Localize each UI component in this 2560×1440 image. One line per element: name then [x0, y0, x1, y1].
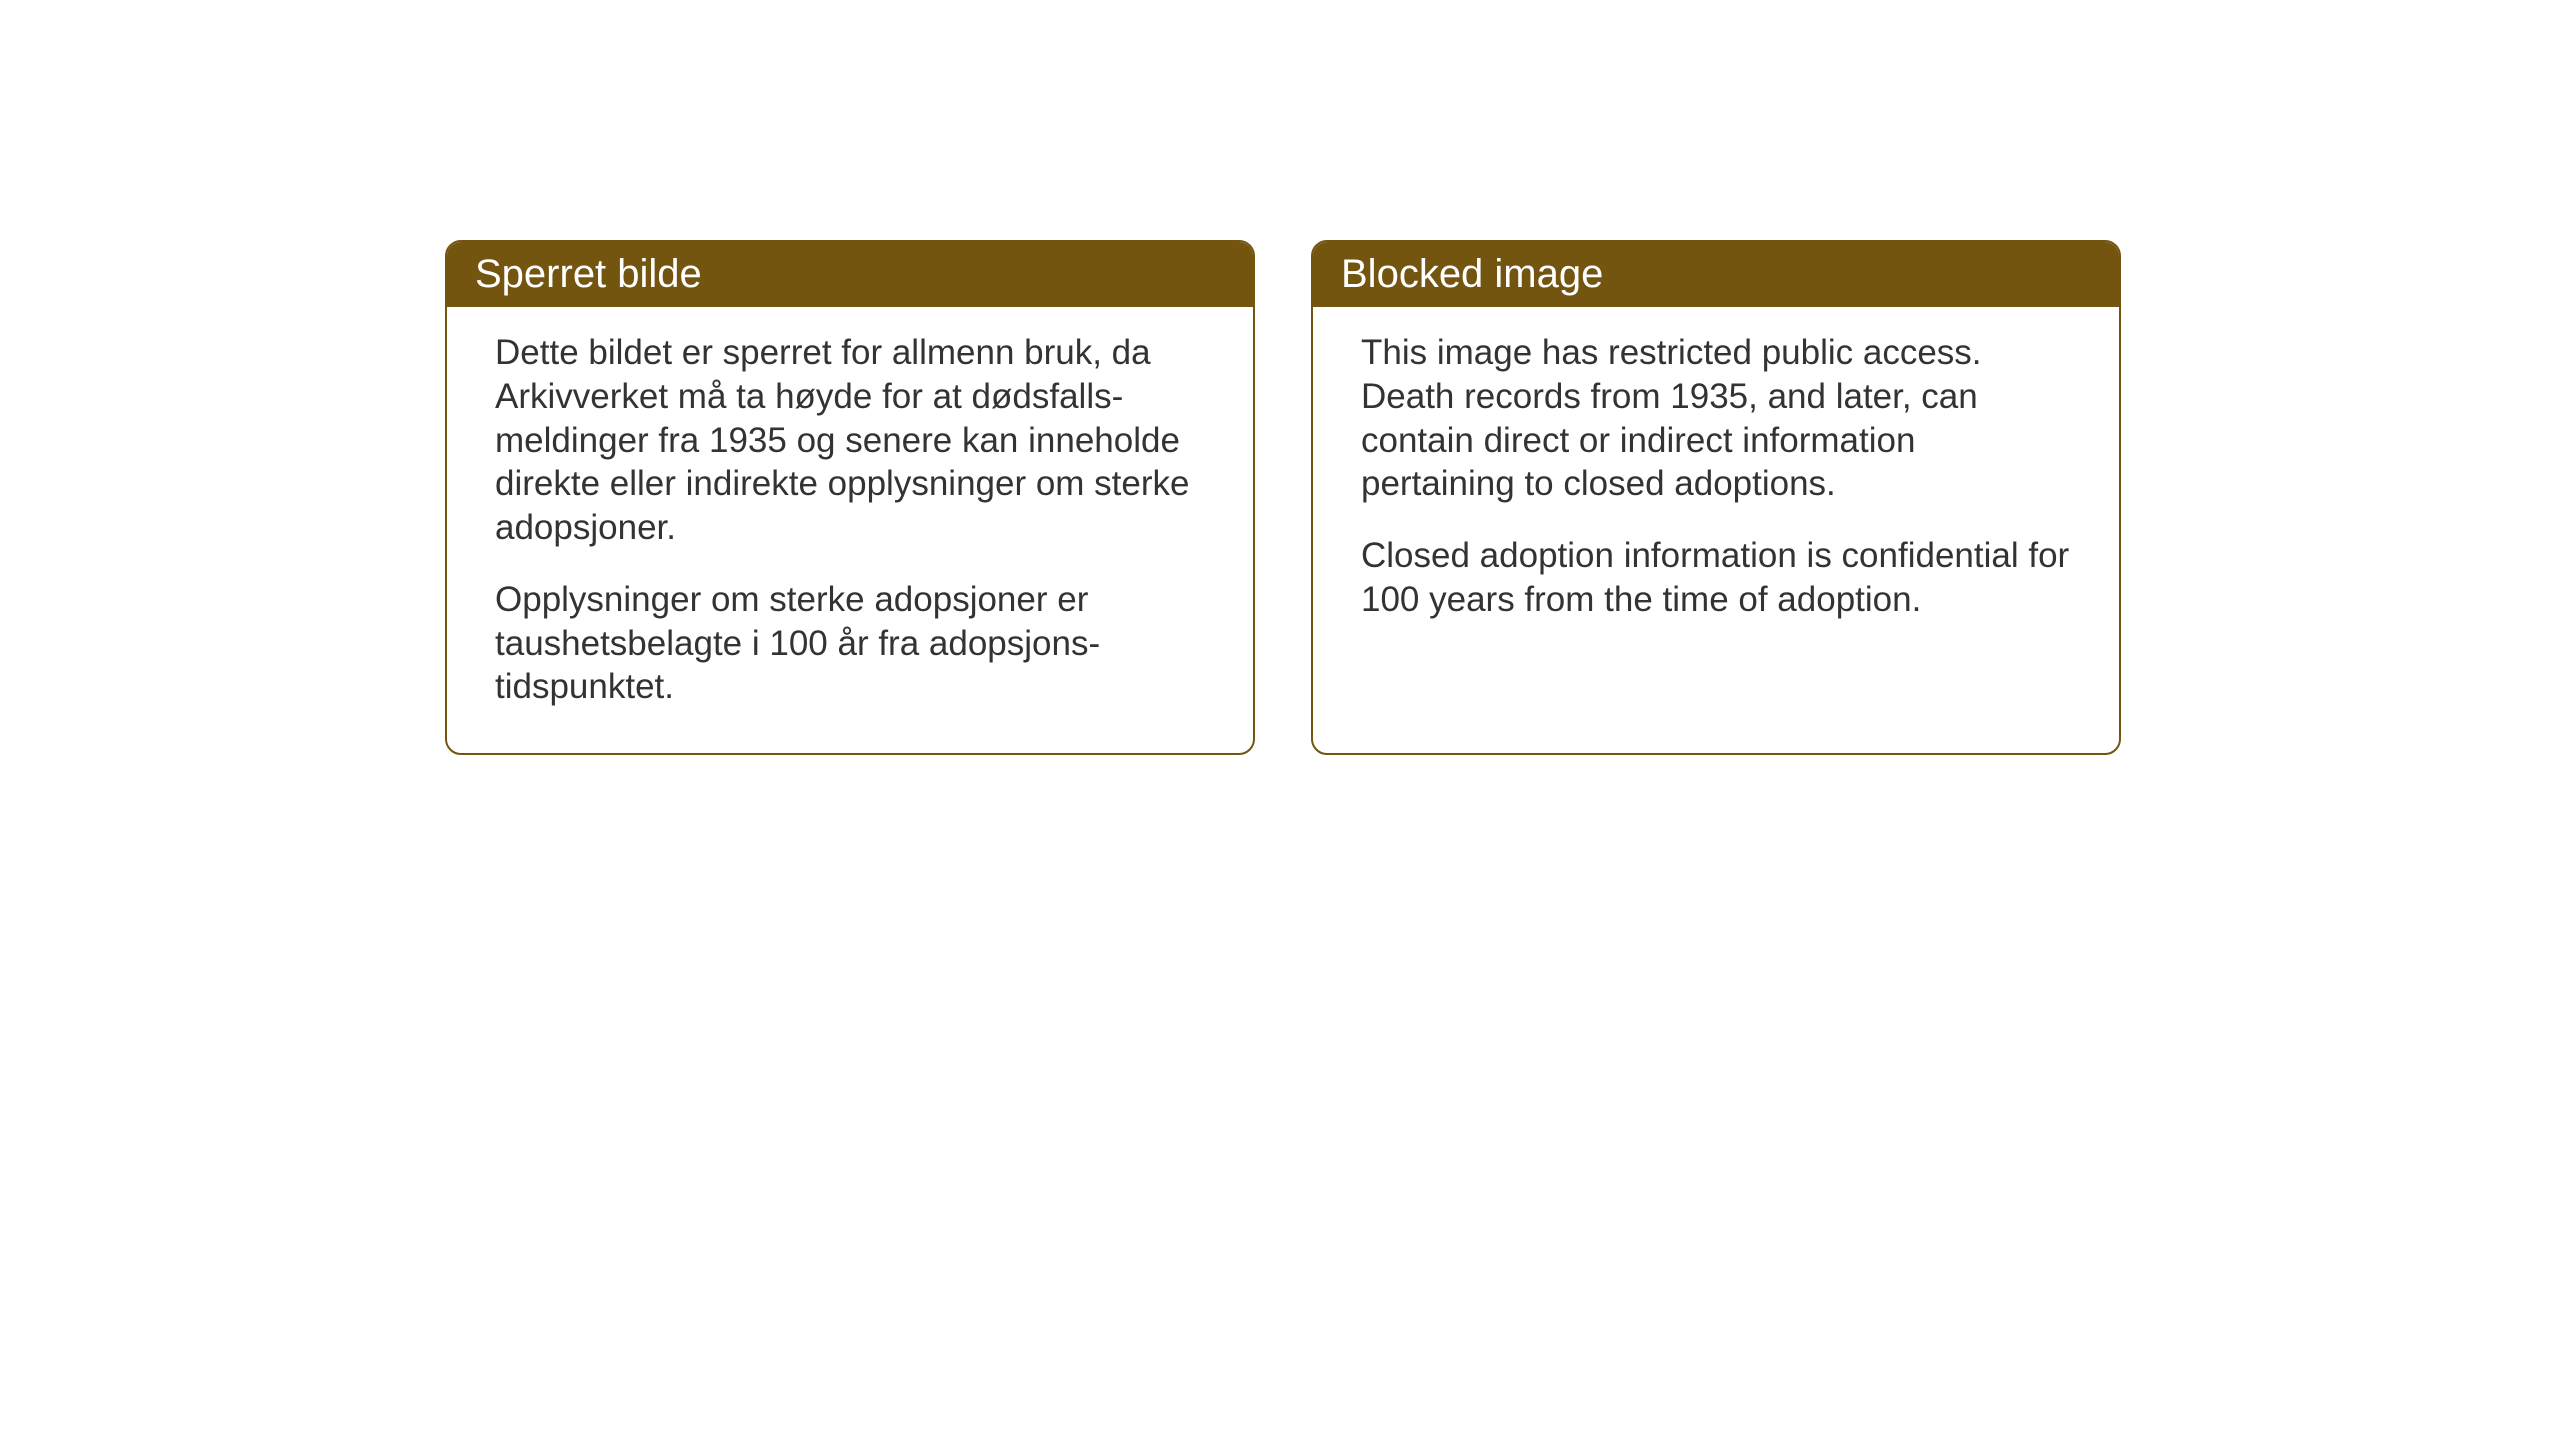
card-title-english: Blocked image: [1341, 252, 1603, 296]
card-paragraph-2-norwegian: Opplysninger om sterke adopsjoner er tau…: [495, 578, 1205, 709]
notice-card-english: Blocked image This image has restricted …: [1311, 240, 2121, 755]
notice-card-norwegian: Sperret bilde Dette bildet er sperret fo…: [445, 240, 1255, 755]
card-header-english: Blocked image: [1313, 242, 2119, 307]
card-paragraph-2-english: Closed adoption information is confident…: [1361, 534, 2071, 622]
card-title-norwegian: Sperret bilde: [475, 252, 702, 296]
card-body-english: This image has restricted public access.…: [1313, 307, 2119, 662]
card-header-norwegian: Sperret bilde: [447, 242, 1253, 307]
notice-cards-container: Sperret bilde Dette bildet er sperret fo…: [445, 240, 2121, 755]
card-body-norwegian: Dette bildet er sperret for allmenn bruk…: [447, 307, 1253, 749]
card-paragraph-1-english: This image has restricted public access.…: [1361, 331, 2071, 506]
card-paragraph-1-norwegian: Dette bildet er sperret for allmenn bruk…: [495, 331, 1205, 550]
